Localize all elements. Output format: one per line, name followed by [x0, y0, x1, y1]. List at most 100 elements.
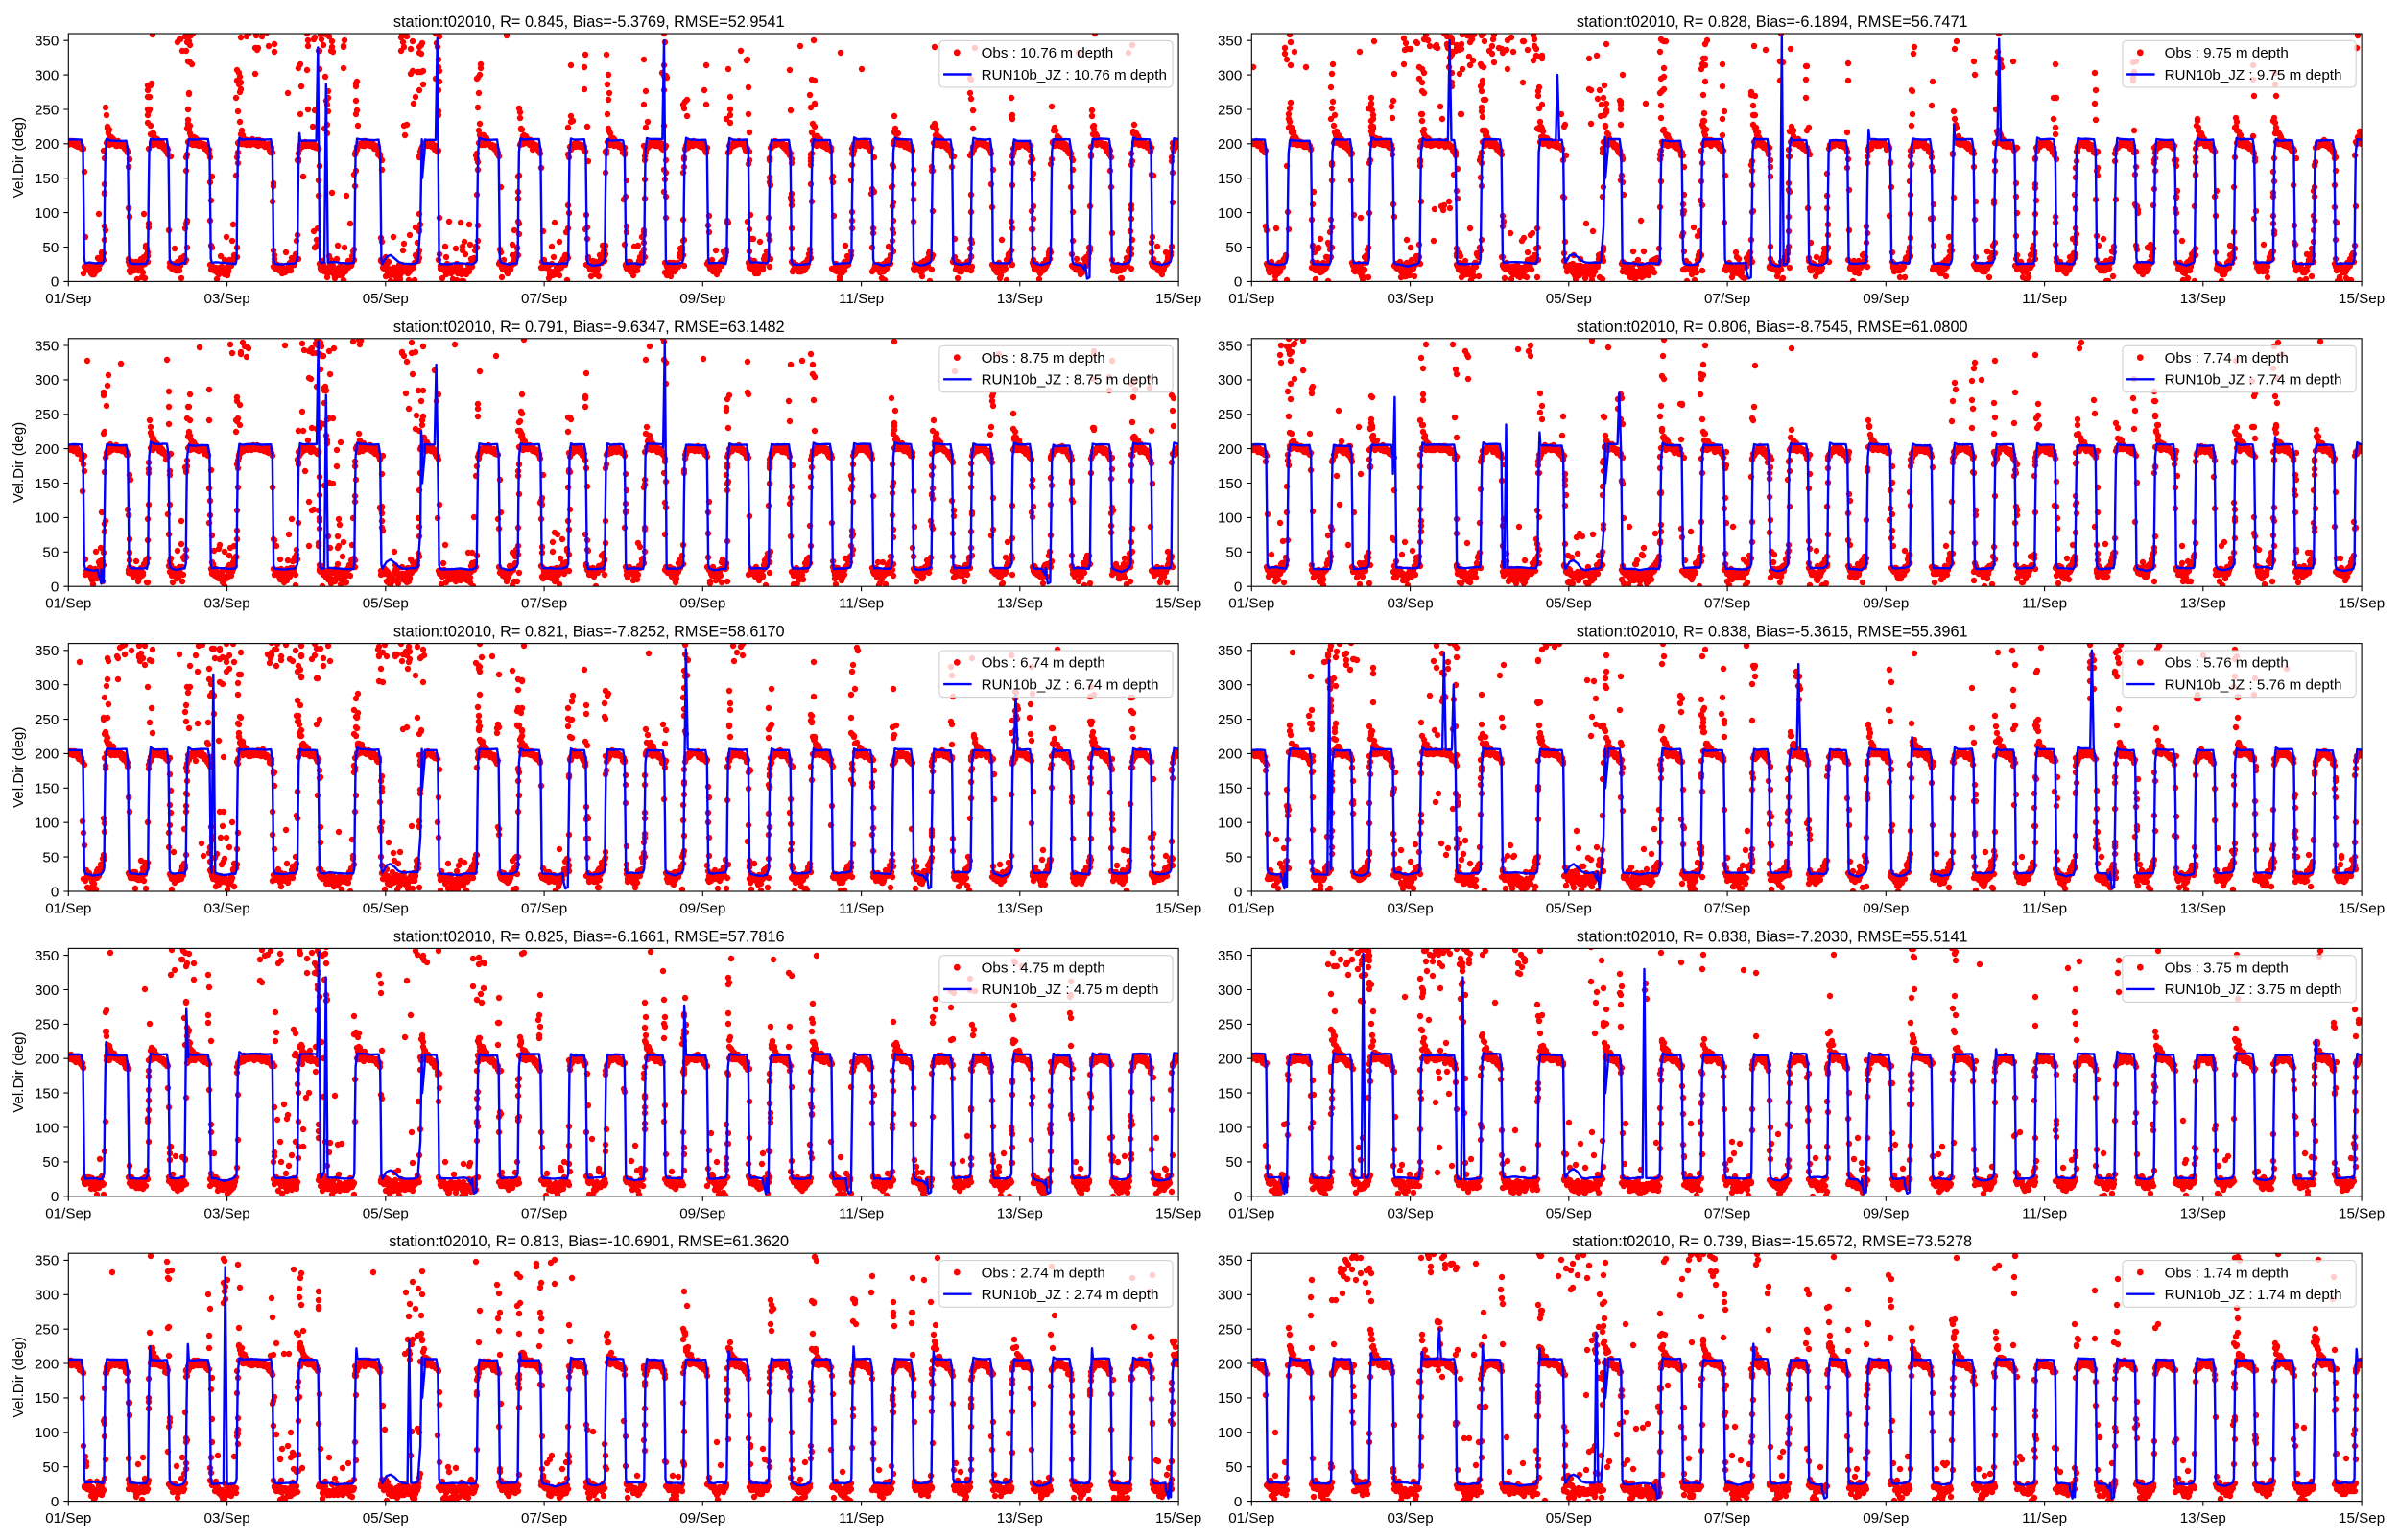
svg-text:13/Sep: 13/Sep — [2180, 901, 2226, 917]
svg-text:350: 350 — [1218, 643, 1242, 659]
svg-text:07/Sep: 07/Sep — [521, 1205, 567, 1221]
svg-text:100: 100 — [1218, 510, 1242, 527]
svg-text:07/Sep: 07/Sep — [1704, 596, 1750, 612]
svg-text:01/Sep: 01/Sep — [45, 291, 91, 307]
svg-text:RUN10b_JZ : 4.75 m depth: RUN10b_JZ : 4.75 m depth — [982, 982, 1159, 998]
svg-text:09/Sep: 09/Sep — [1863, 1510, 1909, 1527]
svg-text:100: 100 — [35, 1425, 59, 1441]
svg-text:0: 0 — [51, 884, 59, 900]
svg-text:07/Sep: 07/Sep — [1704, 901, 1750, 917]
svg-text:03/Sep: 03/Sep — [204, 1205, 250, 1221]
svg-text:Obs : 4.75 m depth: Obs : 4.75 m depth — [982, 960, 1105, 977]
svg-text:250: 250 — [1218, 1322, 1242, 1339]
svg-text:50: 50 — [1225, 545, 1242, 561]
svg-text:150: 150 — [1218, 1085, 1242, 1102]
svg-text:200: 200 — [1218, 1356, 1242, 1372]
svg-text:11/Sep: 11/Sep — [2022, 1510, 2067, 1527]
svg-text:11/Sep: 11/Sep — [839, 291, 884, 307]
svg-text:station:t02010, R= 0.838, Bias: station:t02010, R= 0.838, Bias=-7.2030, … — [1577, 928, 1968, 945]
svg-text:100: 100 — [35, 510, 59, 527]
svg-text:13/Sep: 13/Sep — [997, 901, 1043, 917]
svg-text:0: 0 — [51, 1189, 59, 1205]
svg-text:350: 350 — [1218, 338, 1242, 354]
svg-text:350: 350 — [35, 34, 59, 50]
svg-text:50: 50 — [42, 545, 59, 561]
svg-text:09/Sep: 09/Sep — [1863, 1205, 1909, 1221]
svg-text:200: 200 — [1218, 746, 1242, 763]
svg-text:Obs : 2.74 m depth: Obs : 2.74 m depth — [982, 1265, 1105, 1281]
svg-text:03/Sep: 03/Sep — [1388, 596, 1434, 612]
svg-text:09/Sep: 09/Sep — [1863, 291, 1909, 307]
svg-text:150: 150 — [1218, 476, 1242, 492]
svg-text:15/Sep: 15/Sep — [1155, 1205, 1201, 1221]
svg-text:Obs : 7.74 m depth: Obs : 7.74 m depth — [2165, 350, 2289, 367]
svg-text:150: 150 — [35, 476, 59, 492]
svg-text:RUN10b_JZ : 3.75 m depth: RUN10b_JZ : 3.75 m depth — [2165, 982, 2342, 998]
svg-text:15/Sep: 15/Sep — [2339, 901, 2385, 917]
svg-text:300: 300 — [35, 67, 59, 83]
svg-text:300: 300 — [35, 677, 59, 694]
svg-text:RUN10b_JZ : 8.75 m depth: RUN10b_JZ : 8.75 m depth — [982, 372, 1159, 389]
svg-text:01/Sep: 01/Sep — [45, 596, 91, 612]
svg-text:Vel.Dir (deg): Vel.Dir (deg) — [11, 422, 27, 503]
svg-text:200: 200 — [35, 1356, 59, 1372]
svg-text:13/Sep: 13/Sep — [997, 291, 1043, 307]
svg-text:03/Sep: 03/Sep — [204, 291, 250, 307]
svg-text:07/Sep: 07/Sep — [1704, 1205, 1750, 1221]
svg-text:Vel.Dir (deg): Vel.Dir (deg) — [11, 1337, 27, 1417]
svg-text:13/Sep: 13/Sep — [997, 596, 1043, 612]
svg-text:11/Sep: 11/Sep — [2022, 596, 2067, 612]
svg-text:150: 150 — [1218, 781, 1242, 797]
svg-text:RUN10b_JZ : 2.74 m depth: RUN10b_JZ : 2.74 m depth — [982, 1287, 1159, 1303]
svg-text:300: 300 — [1218, 372, 1242, 389]
svg-text:09/Sep: 09/Sep — [1863, 901, 1909, 917]
svg-text:350: 350 — [35, 643, 59, 659]
svg-text:200: 200 — [35, 441, 59, 458]
svg-text:03/Sep: 03/Sep — [1388, 1205, 1434, 1221]
svg-text:01/Sep: 01/Sep — [45, 1510, 91, 1527]
svg-text:Obs : 1.74 m depth: Obs : 1.74 m depth — [2165, 1265, 2289, 1281]
svg-text:09/Sep: 09/Sep — [679, 1205, 725, 1221]
svg-text:11/Sep: 11/Sep — [2022, 1205, 2067, 1221]
svg-text:11/Sep: 11/Sep — [2022, 901, 2067, 917]
svg-text:150: 150 — [1218, 171, 1242, 187]
svg-text:250: 250 — [35, 1017, 59, 1033]
svg-text:01/Sep: 01/Sep — [45, 1205, 91, 1221]
svg-text:50: 50 — [42, 849, 59, 865]
svg-text:0: 0 — [1234, 1494, 1242, 1510]
svg-text:05/Sep: 05/Sep — [1546, 291, 1592, 307]
svg-text:50: 50 — [42, 1154, 59, 1171]
svg-text:05/Sep: 05/Sep — [363, 1510, 409, 1527]
svg-text:0: 0 — [1234, 884, 1242, 900]
svg-text:250: 250 — [1218, 407, 1242, 423]
svg-text:250: 250 — [35, 712, 59, 728]
svg-text:300: 300 — [35, 1288, 59, 1304]
svg-text:100: 100 — [1218, 205, 1242, 222]
svg-text:Vel.Dir (deg): Vel.Dir (deg) — [11, 727, 27, 808]
svg-text:03/Sep: 03/Sep — [204, 901, 250, 917]
svg-text:03/Sep: 03/Sep — [1388, 1510, 1434, 1527]
svg-text:250: 250 — [35, 102, 59, 118]
svg-text:250: 250 — [1218, 712, 1242, 728]
svg-text:250: 250 — [1218, 102, 1242, 118]
svg-text:150: 150 — [35, 1085, 59, 1102]
svg-text:Vel.Dir (deg): Vel.Dir (deg) — [11, 1031, 27, 1112]
svg-text:11/Sep: 11/Sep — [839, 1205, 884, 1221]
svg-text:station:t02010, R= 0.806, Bias: station:t02010, R= 0.806, Bias=-8.7545, … — [1577, 319, 1968, 336]
svg-text:100: 100 — [35, 205, 59, 222]
svg-text:300: 300 — [1218, 983, 1242, 999]
svg-text:Obs : 6.74 m depth: Obs : 6.74 m depth — [982, 655, 1105, 672]
svg-text:50: 50 — [42, 1459, 59, 1476]
svg-text:station:t02010, R= 0.813, Bias: station:t02010, R= 0.813, Bias=-10.6901,… — [389, 1233, 789, 1250]
svg-text:15/Sep: 15/Sep — [1155, 596, 1201, 612]
svg-text:350: 350 — [35, 1253, 59, 1269]
svg-text:05/Sep: 05/Sep — [1546, 596, 1592, 612]
svg-text:RUN10b_JZ : 5.76 m depth: RUN10b_JZ : 5.76 m depth — [2165, 676, 2342, 693]
svg-text:RUN10b_JZ : 10.76 m depth: RUN10b_JZ : 10.76 m depth — [982, 67, 1167, 83]
svg-text:05/Sep: 05/Sep — [363, 596, 409, 612]
svg-text:RUN10b_JZ : 9.75 m depth: RUN10b_JZ : 9.75 m depth — [2165, 67, 2342, 83]
svg-text:station:t02010, R= 0.825, Bias: station:t02010, R= 0.825, Bias=-6.1661, … — [393, 928, 785, 945]
svg-text:350: 350 — [1218, 1253, 1242, 1269]
svg-text:300: 300 — [1218, 67, 1242, 83]
svg-text:15/Sep: 15/Sep — [1155, 291, 1201, 307]
